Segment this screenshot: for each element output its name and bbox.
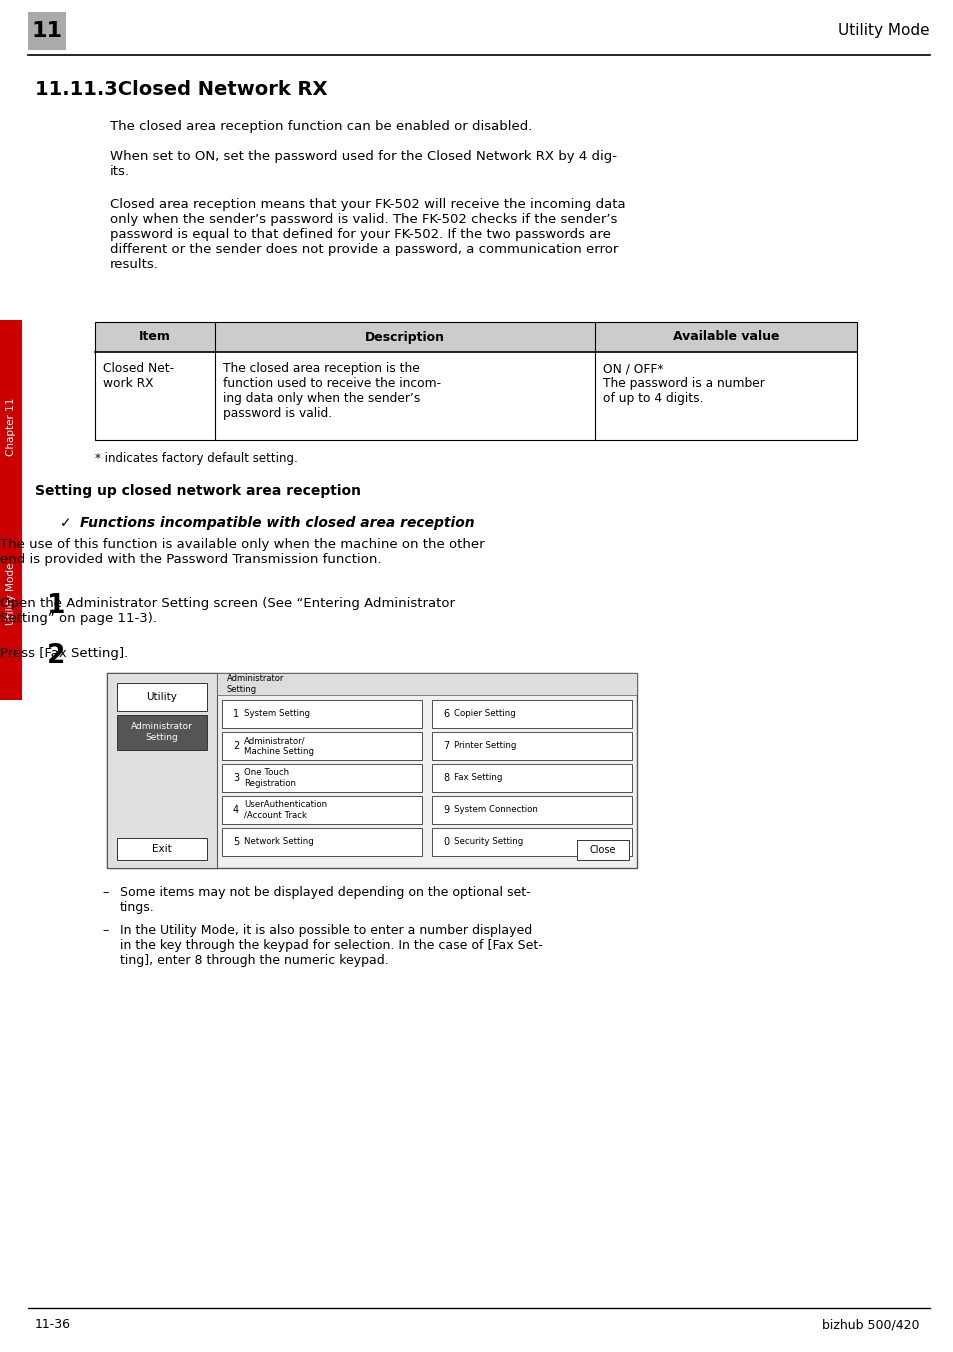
Text: Closed area reception means that your FK-502 will receive the incoming data
only: Closed area reception means that your FK…: [110, 197, 625, 270]
Text: ON / OFF*
The password is a number
of up to 4 digits.: ON / OFF* The password is a number of up…: [602, 362, 764, 406]
Text: Close: Close: [589, 845, 616, 854]
Text: Available value: Available value: [672, 330, 779, 343]
Bar: [117, 683, 207, 711]
Bar: [432, 796, 631, 823]
Text: –: –: [102, 923, 108, 937]
Text: 1: 1: [47, 594, 66, 619]
Text: Administrator
Setting: Administrator Setting: [131, 722, 193, 742]
Bar: [222, 700, 421, 727]
Text: 7: 7: [442, 741, 449, 750]
Text: When set to ON, set the password used for the Closed Network RX by 4 dig-
its.: When set to ON, set the password used fo…: [110, 150, 617, 178]
Text: 11.11.3Closed Network RX: 11.11.3Closed Network RX: [35, 80, 327, 99]
Text: Printer Setting: Printer Setting: [454, 741, 516, 750]
Text: 4: 4: [233, 804, 239, 815]
Text: 11: 11: [31, 22, 63, 41]
Bar: [222, 764, 421, 792]
Bar: [107, 673, 637, 868]
Text: The use of this function is available only when the machine on the other
end is : The use of this function is available on…: [0, 538, 484, 566]
Bar: [222, 796, 421, 823]
Text: Item: Item: [139, 330, 171, 343]
Text: Press [Fax Setting].: Press [Fax Setting].: [0, 648, 129, 660]
Text: ✓: ✓: [60, 516, 71, 530]
Text: The closed area reception is the
function used to receive the incom-
ing data on: The closed area reception is the functio…: [223, 362, 440, 420]
Bar: [28, 12, 66, 50]
Text: Exit: Exit: [152, 844, 172, 854]
Bar: [95, 322, 856, 439]
Text: System Setting: System Setting: [244, 710, 310, 718]
Bar: [95, 322, 856, 352]
Bar: [216, 673, 637, 695]
Text: 2: 2: [233, 741, 239, 750]
Text: In the Utility Mode, it is also possible to enter a number displayed
in the key : In the Utility Mode, it is also possible…: [120, 923, 542, 967]
Text: * indicates factory default setting.: * indicates factory default setting.: [95, 452, 297, 465]
Bar: [222, 827, 421, 856]
Text: Description: Description: [365, 330, 444, 343]
Bar: [107, 673, 216, 868]
Text: System Connection: System Connection: [454, 806, 537, 814]
Text: The closed area reception function can be enabled or disabled.: The closed area reception function can b…: [110, 120, 532, 132]
Text: Network Setting: Network Setting: [244, 837, 314, 846]
Text: Open the Administrator Setting screen (See “Entering Administrator
Setting” on p: Open the Administrator Setting screen (S…: [0, 598, 455, 625]
Text: 0: 0: [442, 837, 449, 846]
Text: bizhub 500/420: bizhub 500/420: [821, 1318, 919, 1332]
Text: 2: 2: [47, 644, 66, 669]
Bar: [117, 715, 207, 750]
Text: Utility: Utility: [147, 692, 177, 702]
Text: Security Setting: Security Setting: [454, 837, 522, 846]
Text: 1: 1: [233, 708, 239, 719]
Text: Setting up closed network area reception: Setting up closed network area reception: [35, 484, 360, 498]
Bar: [577, 840, 628, 860]
Text: Copier Setting: Copier Setting: [454, 710, 516, 718]
Text: One Touch
Registration: One Touch Registration: [244, 768, 295, 788]
Text: Fax Setting: Fax Setting: [454, 773, 502, 783]
Text: Utility Mode: Utility Mode: [6, 562, 16, 625]
Bar: [432, 731, 631, 760]
Text: 11-36: 11-36: [35, 1318, 71, 1332]
Bar: [222, 731, 421, 760]
Text: Administrator/
Machine Setting: Administrator/ Machine Setting: [244, 737, 314, 756]
Text: UserAuthentication
/Account Track: UserAuthentication /Account Track: [244, 800, 327, 819]
Text: Administrator
Setting: Administrator Setting: [227, 675, 284, 694]
Bar: [432, 700, 631, 727]
Text: 3: 3: [233, 773, 239, 783]
Bar: [432, 827, 631, 856]
Text: –: –: [102, 886, 108, 899]
Text: Closed Net-
work RX: Closed Net- work RX: [103, 362, 174, 389]
Text: 8: 8: [442, 773, 449, 783]
Text: Functions incompatible with closed area reception: Functions incompatible with closed area …: [80, 516, 475, 530]
Text: 9: 9: [442, 804, 449, 815]
Bar: [0, 320, 22, 700]
Text: Utility Mode: Utility Mode: [838, 23, 929, 38]
Bar: [117, 838, 207, 860]
Text: 6: 6: [442, 708, 449, 719]
Text: Some items may not be displayed depending on the optional set-
tings.: Some items may not be displayed dependin…: [120, 886, 530, 914]
Text: Chapter 11: Chapter 11: [6, 397, 16, 456]
Text: 5: 5: [233, 837, 239, 846]
Bar: [432, 764, 631, 792]
